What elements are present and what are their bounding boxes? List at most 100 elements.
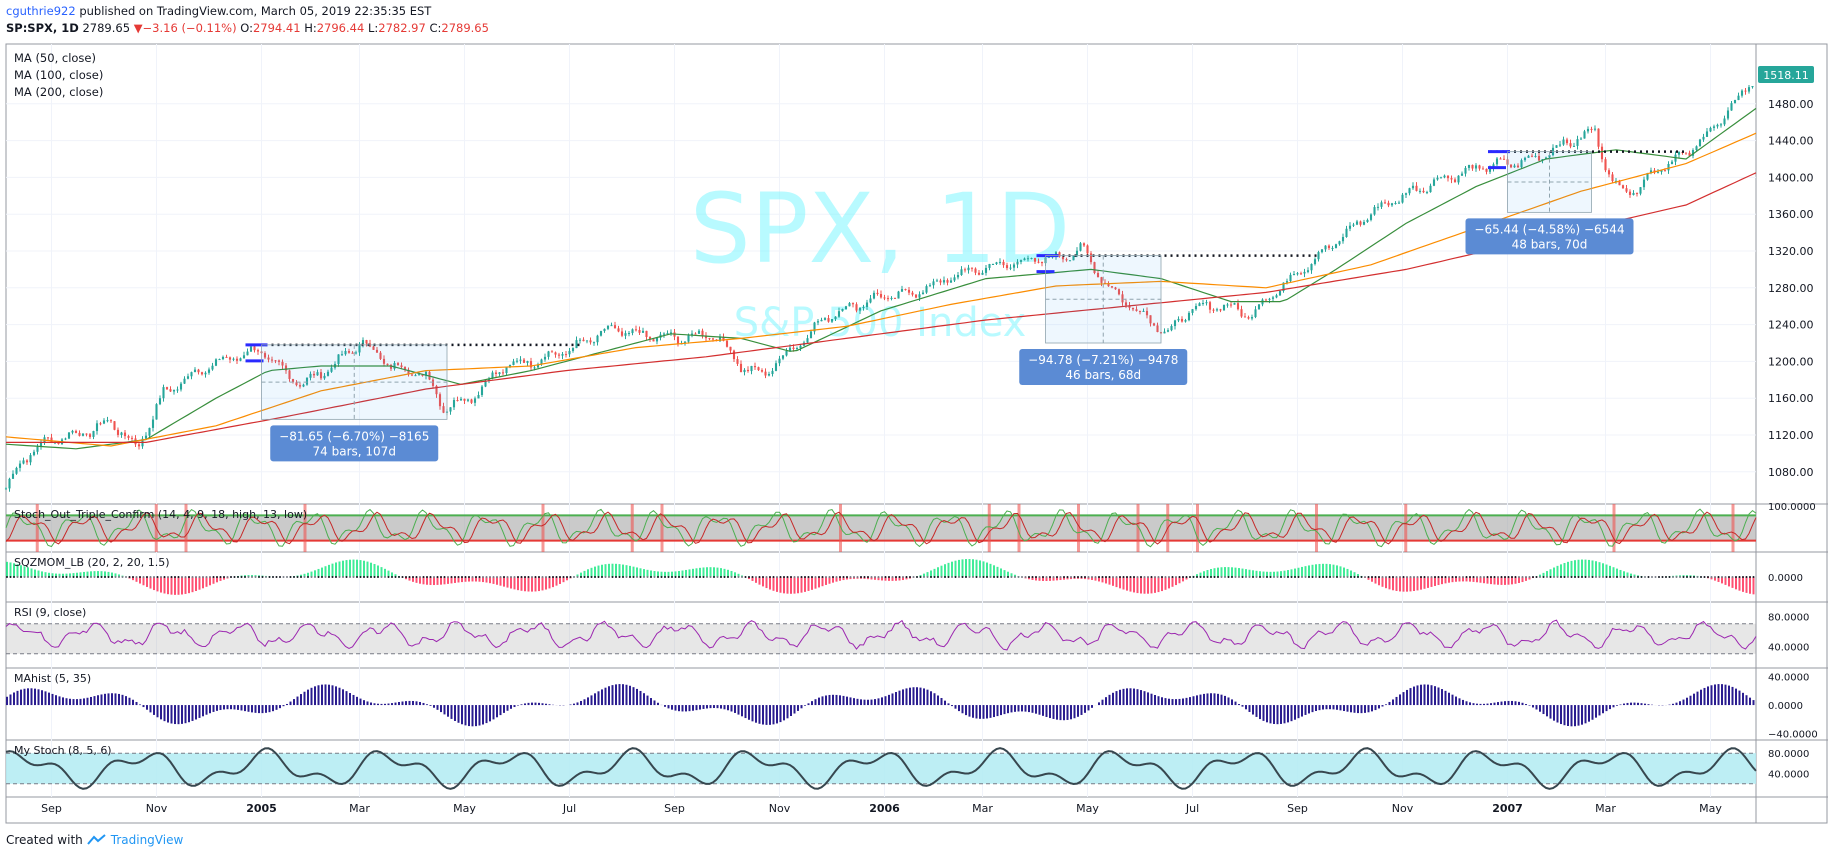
candle-body [1086,245,1089,254]
candle-body [858,307,862,311]
sqzmom-dot [237,576,239,578]
candle-body [820,319,823,322]
candle-body [529,361,533,368]
sqzmom-bar [363,560,365,577]
mahist-bar [153,705,155,715]
sqzmom-bar [1168,577,1170,589]
sqzmom-dot [342,576,344,578]
mahist-bar [272,705,274,712]
sqzmom-dot [961,576,964,578]
mahist-bar [839,695,841,706]
mahist-bar [716,705,719,709]
candle-body [1436,177,1439,180]
mahist-bar [1563,705,1566,726]
candle-body [456,400,459,402]
mahist-bar [1507,700,1510,706]
candle-body [666,333,669,335]
sqzmom-dot [867,576,869,578]
sqzmom-dot [594,576,596,578]
sqzmom-dot [1546,576,1548,578]
high-value: 2796.44 [316,21,365,35]
sqzmom-dot [1353,576,1356,578]
mahist-bar [1042,705,1044,716]
candle-body [613,325,617,329]
sqzmom-bar [321,567,323,577]
sqzmom-bar [370,562,372,577]
sqzmom-dot [699,576,701,578]
sqzmom-bar [1098,577,1100,582]
sqzmom-dot [1003,576,1006,578]
candle-body [816,321,820,323]
sqzmom-dot [1105,576,1107,578]
mahist-bar [205,705,208,715]
sqzmom-bar [1448,577,1450,583]
mahist-bar [1290,705,1293,722]
stoch-out-d-line [5,511,1757,545]
sqzmom-dot [1549,576,1552,578]
sqzmom-bar [1598,562,1601,577]
sqzmom-bar [1045,577,1048,581]
mahist-bar [688,705,691,712]
sqzmom-bar [534,577,537,592]
mahist-bar [1416,685,1419,706]
sqzmom-bar [972,559,974,577]
mahist-bar [1406,689,1408,706]
sqzmom-bar [422,577,425,585]
sqzmom-dot [1059,576,1062,578]
mahist-bar [1035,705,1037,714]
candle-body [862,307,865,309]
mahist-bar [1525,704,1527,706]
sqzmom-dot [916,576,918,578]
candle-body [193,369,197,373]
candle-body [46,437,50,439]
sqzmom-bar [524,577,526,592]
sqzmom-dot [104,576,106,578]
tradingview-link[interactable]: TradingView [110,833,184,847]
author-link[interactable]: cguthrie922 [6,4,76,18]
candle-body [452,400,456,408]
sqzmom-dot [328,576,330,578]
mahist-bar [930,691,932,706]
mahist-bar [1434,686,1436,706]
mahist-bar [1217,693,1219,706]
candle-body [459,398,463,401]
mahist-bar [349,693,351,706]
candle-body [39,442,43,447]
mahist-bar [1521,702,1524,706]
sqzmom-dot [107,576,110,578]
mahist-bar [1332,705,1335,710]
sqzmom-dot [485,576,488,578]
mahist-bar [531,702,533,706]
candle-body [578,339,582,341]
sqzmom-dot [1273,576,1275,578]
mahist-bar [380,703,383,706]
sqzmom-dot [1658,576,1660,578]
sqzmom-bar [597,565,600,577]
time-tick-label: May [1076,802,1099,815]
sqzmom-bar [797,577,799,594]
sqzmom-bar [706,567,708,577]
sqzmom-dot [160,576,162,578]
sqzmom-dot [111,576,113,578]
sqzmom-dot [720,576,722,578]
sqzmom-bar [1325,563,1328,577]
sqzmom-bar [149,577,152,589]
mahist-bar [1087,705,1090,711]
sqzmom-dot [65,576,68,578]
sqzmom-dot [1385,576,1387,578]
sqzmom-bar [1346,568,1349,577]
sqzmom-dot [230,576,232,578]
sqzmom-bar [800,577,803,593]
sqzmom-dot [909,576,911,578]
mahist-bar [27,688,29,706]
candle-body [396,363,400,366]
sqzmom-bar [1227,567,1230,577]
candle-body [1320,249,1324,253]
sqzmom-bar [1339,566,1342,577]
candle-body [449,407,452,412]
sqzmom-bar [1413,577,1415,591]
sqzmom-dot [1038,576,1041,578]
mahist-bar [485,705,488,724]
sqzmom-bar [730,570,733,577]
